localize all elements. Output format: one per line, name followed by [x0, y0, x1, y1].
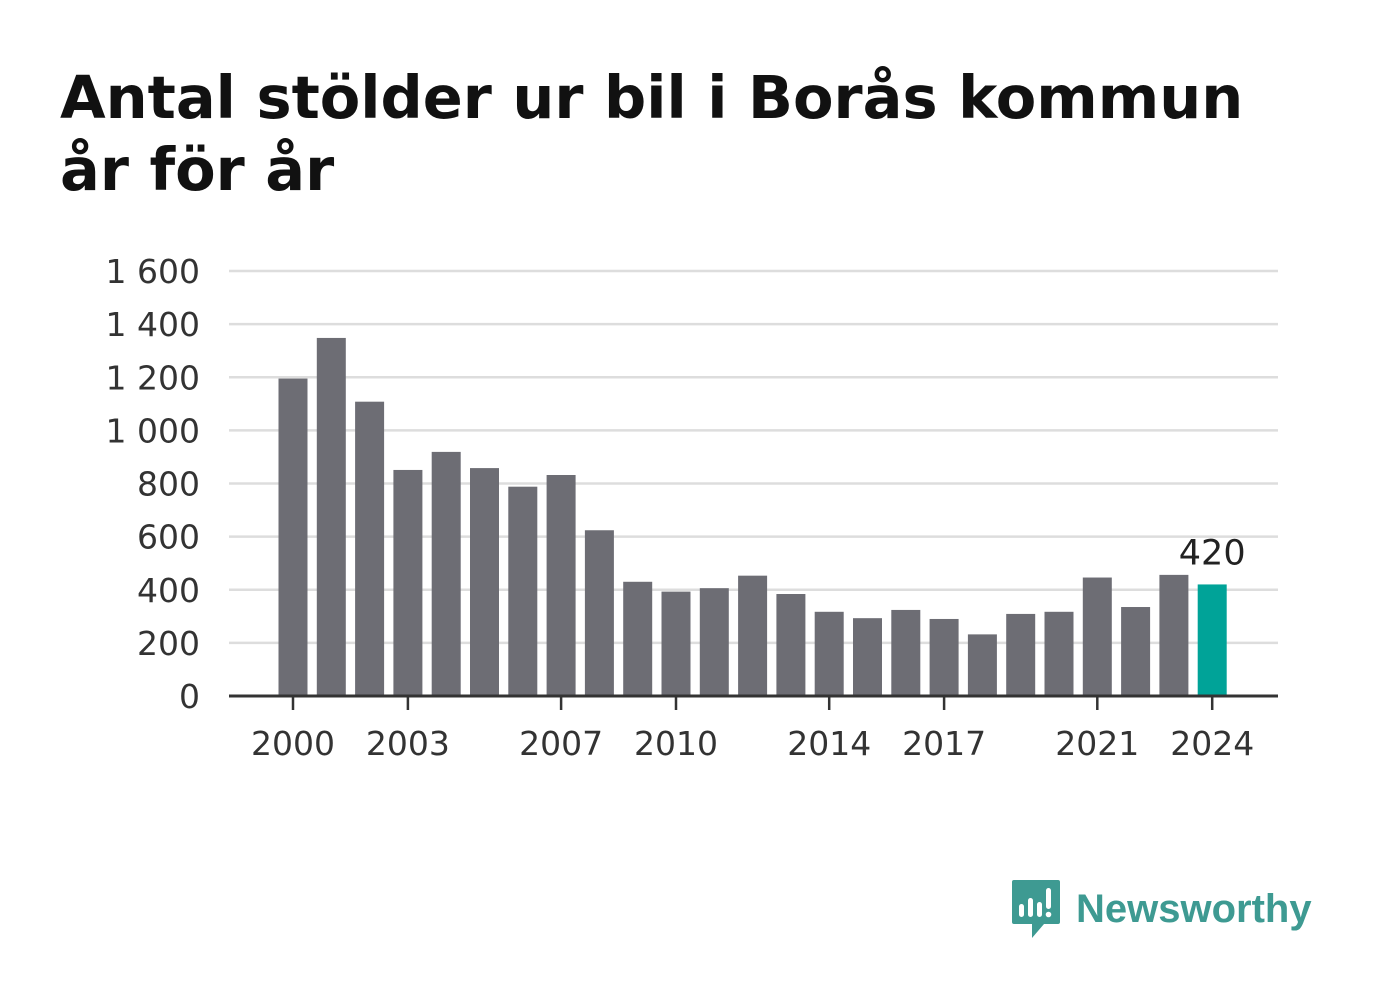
- bar-2012: [738, 575, 768, 696]
- y-tick-label: 400: [137, 571, 200, 610]
- bar-2006: [508, 486, 538, 696]
- bar-2015: [853, 618, 882, 696]
- x-tick-label: 2024: [1170, 724, 1254, 763]
- brand: Newsworthy: [1010, 878, 1312, 940]
- x-tick-label: 2000: [251, 724, 335, 763]
- bar-2016: [891, 609, 921, 696]
- bar-2020: [1044, 611, 1074, 696]
- x-tick-label: 2017: [902, 724, 986, 763]
- bar-2024: [1197, 584, 1227, 696]
- bar-2008: [584, 530, 614, 696]
- y-axis: 0 200 400 600 800 1 000 1 200 1 400 1 600: [106, 252, 200, 716]
- bar-2022: [1121, 607, 1151, 696]
- bar-2005: [470, 468, 499, 696]
- gridlines: [229, 269, 1278, 645]
- bar-2014: [814, 611, 844, 696]
- chart-title: Antal stölder ur bil i Borås kommun år f…: [60, 63, 1244, 204]
- y-tick-label: 1 000: [106, 411, 200, 450]
- x-tick-label: 2010: [634, 724, 718, 763]
- y-tick-label: 800: [137, 465, 200, 504]
- bars: [278, 337, 1227, 696]
- bar-2001: [316, 337, 346, 696]
- y-tick-label: 1 400: [106, 305, 200, 344]
- data-label-2024: 420: [1179, 533, 1246, 573]
- y-tick-label: 200: [137, 624, 200, 663]
- bar-2010: [661, 591, 691, 696]
- bar-2007: [546, 475, 576, 696]
- x-tick-label: 2003: [366, 724, 450, 763]
- y-tick-label: 1 600: [106, 252, 200, 291]
- bar-2002: [355, 401, 385, 696]
- y-tick-label: 600: [137, 518, 200, 557]
- bar-2021: [1082, 577, 1112, 696]
- newsworthy-logo-icon: [1012, 880, 1060, 938]
- bar-2017: [929, 618, 959, 696]
- x-tick-label: 2014: [787, 724, 871, 763]
- bar-2004: [431, 451, 461, 696]
- x-axis: 2000 2003 2007 2010 2014 2017 2021 2024: [229, 694, 1278, 763]
- bar-2009: [623, 581, 653, 696]
- x-tick-label: 2007: [519, 724, 603, 763]
- bar-2013: [776, 594, 806, 696]
- bar-2018: [967, 634, 997, 696]
- y-tick-label: 1 200: [106, 358, 200, 397]
- bar-2003: [393, 469, 423, 696]
- bar-2011: [699, 588, 729, 696]
- bar-2023: [1159, 574, 1189, 696]
- y-tick-label: 0: [179, 677, 200, 716]
- brand-name: Newsworthy: [1076, 886, 1312, 931]
- data-labels: 420: [1179, 533, 1246, 573]
- x-tick-label: 2021: [1055, 724, 1139, 763]
- bar-2000: [278, 378, 308, 696]
- bar-2019: [1006, 613, 1036, 696]
